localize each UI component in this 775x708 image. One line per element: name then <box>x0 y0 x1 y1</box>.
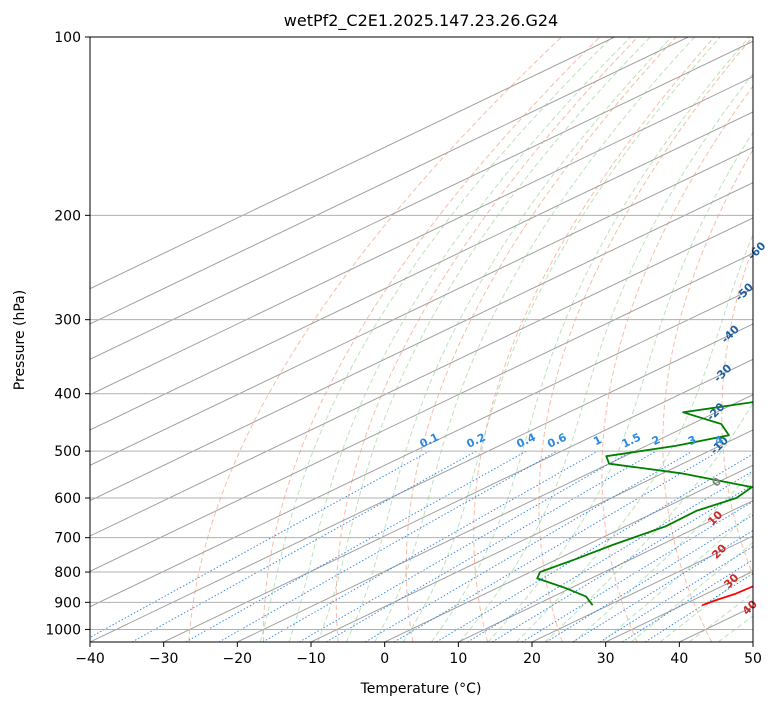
moist-adiabat-line <box>374 37 695 642</box>
dry-adiabat-line <box>662 148 753 642</box>
mixing-ratio-line <box>572 529 753 642</box>
x-tick-label: 10 <box>449 651 467 667</box>
mixing-ratio-line <box>262 450 599 642</box>
mixing-ratio-line <box>393 450 720 642</box>
y-tick-label: 200 <box>54 208 81 224</box>
dry-adiabat-line <box>538 37 753 642</box>
isotherm-line <box>90 76 753 396</box>
y-tick-label: 100 <box>54 30 81 46</box>
chart-title: wetPf2_C2E1.2025.147.23.26.G24 <box>284 11 558 31</box>
y-tick-label: 400 <box>54 387 81 403</box>
isotherm-line <box>90 111 753 431</box>
mixing-ratio-line <box>90 450 430 639</box>
dry-adiabat-line <box>473 37 715 642</box>
mixing-ratio-line <box>436 453 753 642</box>
isotherm-line <box>458 500 753 642</box>
profile-lines <box>536 401 753 607</box>
mixing-ratio-line <box>599 545 753 642</box>
isotherm-line <box>237 394 753 642</box>
isotherm-line <box>90 182 753 502</box>
x-tick-label: −40 <box>75 651 105 667</box>
x-tick-label: 40 <box>670 651 688 667</box>
moist-adiabat-line <box>459 72 753 642</box>
x-tick-label: 0 <box>380 651 389 667</box>
isotherm-line <box>90 252 753 572</box>
isotherm-line <box>163 358 753 642</box>
isotherm-line <box>90 40 753 360</box>
background-lines <box>90 37 753 642</box>
mixing-ratio-line <box>467 470 753 642</box>
y-tick-label: 600 <box>54 491 81 507</box>
isotherm-line <box>310 429 753 642</box>
dewpoint-line <box>536 401 753 606</box>
y-tick-label: 300 <box>54 313 81 329</box>
y-axis-label: Pressure (hPa) <box>12 290 28 390</box>
isotherm-line <box>90 288 753 608</box>
mixing-ratio-line <box>365 450 693 642</box>
isotherm-line <box>531 535 753 642</box>
x-tick-label: −20 <box>223 651 253 667</box>
x-tick-label: −30 <box>149 651 179 667</box>
x-axis-ticks: −40 −30 −20 −10 0 10 20 30 40 50 <box>75 642 762 667</box>
isotherm-line <box>90 146 753 466</box>
moist-adiabat-line <box>288 37 631 642</box>
isotherm-line <box>90 37 615 290</box>
y-tick-label: 900 <box>54 595 81 611</box>
y-tick-label: 700 <box>54 531 81 547</box>
moist-adiabat-line <box>345 37 672 642</box>
moist-adiabat-line <box>630 541 753 642</box>
plot-frame <box>89 36 754 643</box>
x-tick-label: 30 <box>597 651 615 667</box>
x-tick-label: 50 <box>744 651 762 667</box>
isotherm-line <box>90 323 753 642</box>
moist-adiabat-line <box>601 510 753 642</box>
mixing-ratio-line <box>325 450 657 642</box>
moist-adiabat-line <box>487 131 753 642</box>
mixing-ratio-line <box>185 450 527 642</box>
mixing-ratio-line <box>218 450 558 642</box>
x-axis-label: Temperature (°C) <box>360 681 482 697</box>
isotherm-line <box>90 217 753 537</box>
moist-adiabat-line <box>573 470 753 642</box>
moist-adiabat-line <box>402 37 721 642</box>
moist-adiabat-line <box>317 37 651 642</box>
x-tick-label: 20 <box>523 651 541 667</box>
y-tick-label: 800 <box>54 565 81 581</box>
moist-adiabat-line <box>431 37 750 642</box>
dry-adiabat-line <box>188 37 562 642</box>
y-tick-label: 500 <box>54 444 81 460</box>
dry-adiabat-line <box>263 37 601 642</box>
y-axis-ticks: 100 200 300 400 500 600 700 800 900 1000 <box>45 30 90 638</box>
y-tick-label: 1000 <box>45 622 81 638</box>
isotherm-line <box>384 464 753 642</box>
mixing-ratio-line <box>492 484 753 642</box>
dry-adiabat-line <box>601 85 753 642</box>
moist-adiabat-line <box>659 568 753 642</box>
x-tick-label: −10 <box>296 651 326 667</box>
moist-adiabat-line <box>516 233 753 642</box>
isotherm-line <box>90 37 689 325</box>
moist-adiabat-line <box>259 37 613 642</box>
